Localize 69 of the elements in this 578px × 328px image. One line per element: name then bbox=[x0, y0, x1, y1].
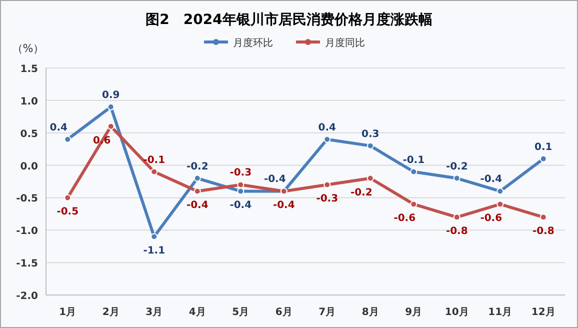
data-label: 0.3 bbox=[362, 128, 380, 140]
point bbox=[64, 194, 72, 202]
point bbox=[496, 200, 504, 208]
data-label: -0.6 bbox=[480, 213, 502, 224]
data-label: -0.2 bbox=[186, 161, 208, 172]
data-label: -0.5 bbox=[56, 206, 79, 218]
data-label: 0.4 bbox=[50, 122, 68, 134]
point bbox=[324, 136, 331, 143]
data-label: -0.6 bbox=[394, 213, 416, 224]
point bbox=[496, 188, 504, 195]
point bbox=[453, 214, 460, 221]
y-tick-label: 0.0 bbox=[20, 161, 38, 172]
x-tick-label: 1月 bbox=[59, 307, 76, 318]
point bbox=[410, 168, 418, 176]
y-axis-title: （%） bbox=[12, 42, 44, 55]
y-tick-label: -1.5 bbox=[16, 258, 38, 270]
data-label: -0.1 bbox=[402, 154, 425, 166]
chart-title: 图2 2024年银川市居民消费价格月度涨跌幅 bbox=[146, 11, 432, 28]
x-tick-label: 5月 bbox=[232, 307, 250, 318]
point bbox=[194, 188, 201, 195]
point bbox=[194, 174, 201, 182]
y-tick-label: -0.5 bbox=[16, 194, 38, 205]
data-label: -0.2 bbox=[350, 187, 372, 198]
x-tick-label: 3月 bbox=[146, 307, 163, 318]
data-label: 0.1 bbox=[534, 142, 552, 153]
data-label: -0.4 bbox=[186, 200, 208, 212]
data-label: -0.4 bbox=[272, 200, 295, 212]
data-label: -0.4 bbox=[230, 200, 252, 212]
data-label: -0.1 bbox=[143, 154, 166, 166]
point bbox=[107, 103, 114, 110]
point bbox=[366, 142, 374, 150]
data-label: -0.4 bbox=[480, 174, 502, 186]
data-label: 0.9 bbox=[102, 90, 120, 101]
x-tick-label: 2月 bbox=[102, 307, 120, 318]
point bbox=[237, 188, 244, 195]
y-tick-label: 0.5 bbox=[20, 128, 38, 140]
point bbox=[540, 155, 547, 162]
point bbox=[107, 122, 114, 130]
data-label: -0.8 bbox=[532, 226, 554, 238]
point bbox=[237, 181, 244, 188]
point bbox=[64, 136, 72, 143]
data-label: -0.4 bbox=[264, 174, 286, 186]
x-tick-label: 7月 bbox=[318, 307, 336, 318]
y-tick-label: -1.0 bbox=[16, 226, 38, 238]
x-tick-label: 9月 bbox=[405, 307, 422, 318]
legend-label: 月度环比 bbox=[233, 37, 273, 49]
legend-label: 月度同比 bbox=[325, 37, 365, 49]
x-tick-label: 10月 bbox=[444, 307, 469, 318]
y-tick-label: 1.5 bbox=[20, 64, 38, 75]
point bbox=[366, 174, 374, 182]
y-tick-label: -2.0 bbox=[16, 291, 38, 302]
point bbox=[150, 233, 158, 240]
data-label: -0.2 bbox=[446, 161, 468, 172]
data-label: 0.4 bbox=[318, 122, 336, 134]
data-label: -0.3 bbox=[230, 168, 252, 179]
x-tick-label: 8月 bbox=[362, 307, 379, 318]
x-tick-label: 12月 bbox=[531, 307, 556, 318]
data-label: -0.3 bbox=[316, 194, 338, 205]
data-label: -1.1 bbox=[143, 246, 166, 257]
data-label: -0.8 bbox=[446, 226, 468, 238]
point bbox=[150, 168, 158, 176]
point bbox=[453, 174, 460, 182]
y-tick-label: 1.0 bbox=[20, 96, 38, 108]
x-tick-label: 4月 bbox=[188, 307, 206, 318]
point bbox=[410, 200, 418, 208]
point bbox=[540, 214, 547, 221]
x-tick-label: 6月 bbox=[275, 307, 292, 318]
point bbox=[324, 181, 331, 188]
x-tick-label: 11月 bbox=[488, 307, 512, 318]
